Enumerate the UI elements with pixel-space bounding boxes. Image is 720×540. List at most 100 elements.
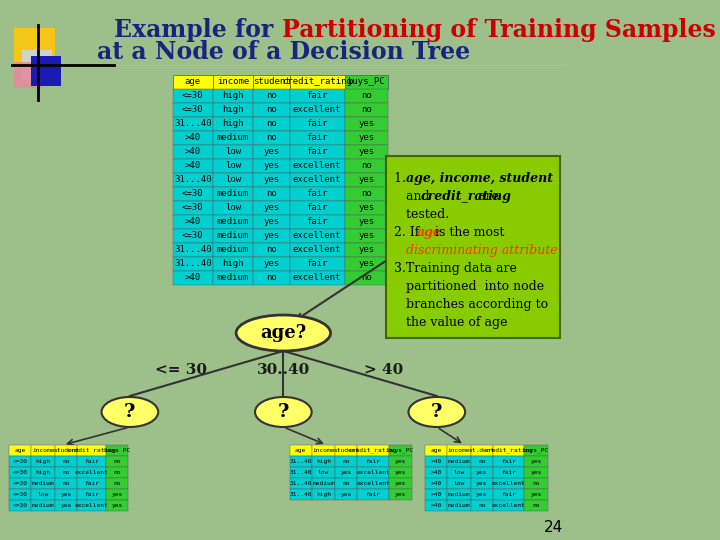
FancyBboxPatch shape [289,456,312,467]
FancyBboxPatch shape [173,75,212,89]
Text: fair: fair [307,119,328,129]
Text: ?: ? [431,403,443,421]
Text: fair: fair [501,470,516,475]
Text: yes: yes [531,492,541,497]
FancyBboxPatch shape [253,145,289,159]
FancyBboxPatch shape [77,489,107,500]
Text: 31..40: 31..40 [289,470,312,475]
FancyBboxPatch shape [107,478,128,489]
FancyBboxPatch shape [253,257,289,271]
FancyBboxPatch shape [345,159,388,173]
FancyBboxPatch shape [173,229,212,243]
Text: medium: medium [448,459,470,464]
FancyBboxPatch shape [389,478,413,489]
FancyBboxPatch shape [253,103,289,117]
FancyBboxPatch shape [107,467,128,478]
Text: no: no [266,105,277,114]
Text: discriminating attribute.: discriminating attribute. [394,244,561,257]
FancyBboxPatch shape [425,467,447,478]
Text: no: no [343,459,350,464]
Text: low: low [225,204,241,213]
Text: yes: yes [264,176,279,185]
Text: yes: yes [264,204,279,213]
Text: medium: medium [448,503,470,508]
FancyBboxPatch shape [253,201,289,215]
FancyBboxPatch shape [289,103,345,117]
Text: yes: yes [60,492,72,497]
Text: no: no [266,246,277,254]
Text: >40: >40 [185,147,201,157]
FancyBboxPatch shape [425,489,447,500]
FancyBboxPatch shape [524,500,548,511]
FancyBboxPatch shape [173,173,212,187]
FancyBboxPatch shape [289,75,345,89]
Text: no: no [266,133,277,143]
Text: yes: yes [264,161,279,171]
FancyBboxPatch shape [345,271,388,285]
FancyBboxPatch shape [336,478,357,489]
FancyBboxPatch shape [212,243,253,257]
Text: credit_rating: credit_rating [420,190,511,203]
FancyBboxPatch shape [492,478,524,489]
Text: low: low [37,492,49,497]
Text: <=30: <=30 [13,459,28,464]
Text: age: age [295,448,306,453]
FancyBboxPatch shape [77,478,107,489]
FancyBboxPatch shape [389,456,413,467]
Text: excellent: excellent [492,503,526,508]
Text: yes: yes [359,260,374,268]
FancyBboxPatch shape [345,215,388,229]
FancyBboxPatch shape [289,131,345,145]
Text: medium: medium [312,481,335,486]
Text: medium: medium [217,232,249,240]
FancyBboxPatch shape [492,445,524,456]
FancyBboxPatch shape [471,478,492,489]
Text: no: no [361,161,372,171]
FancyBboxPatch shape [312,445,336,456]
Text: fair: fair [501,459,516,464]
Ellipse shape [408,397,465,427]
FancyBboxPatch shape [345,75,388,89]
FancyBboxPatch shape [289,478,312,489]
Text: income: income [217,78,249,86]
FancyBboxPatch shape [345,131,388,145]
Text: fair: fair [501,492,516,497]
Text: high: high [222,260,243,268]
Text: excellent: excellent [293,105,341,114]
FancyBboxPatch shape [253,89,289,103]
Text: age?: age? [260,324,307,342]
Text: > 40: > 40 [364,363,404,377]
Text: excellent: excellent [75,470,109,475]
Text: 31..40: 31..40 [289,492,312,497]
Text: student: student [253,78,290,86]
FancyBboxPatch shape [386,156,560,338]
Text: <=30: <=30 [13,492,28,497]
FancyBboxPatch shape [77,445,107,456]
Text: yes: yes [476,470,487,475]
Text: excellent: excellent [75,503,109,508]
Text: Example for: Example for [114,18,282,42]
Text: income: income [448,448,470,453]
Text: yes: yes [476,492,487,497]
Text: low: low [453,481,464,486]
FancyBboxPatch shape [253,243,289,257]
Text: no: no [266,119,277,129]
Text: no: no [361,91,372,100]
Text: partitioned  into node: partitioned into node [394,280,544,293]
FancyBboxPatch shape [55,478,77,489]
Text: excellent: excellent [356,470,390,475]
Text: excellent: excellent [492,481,526,486]
FancyBboxPatch shape [9,500,32,511]
FancyBboxPatch shape [312,489,336,500]
FancyBboxPatch shape [173,243,212,257]
FancyBboxPatch shape [212,271,253,285]
FancyBboxPatch shape [289,215,345,229]
FancyBboxPatch shape [425,456,447,467]
Text: 24: 24 [544,521,563,536]
FancyBboxPatch shape [447,445,471,456]
Text: <=30: <=30 [182,190,204,199]
Text: fair: fair [307,91,328,100]
FancyBboxPatch shape [173,89,212,103]
Text: high: high [316,459,331,464]
FancyBboxPatch shape [389,445,413,456]
